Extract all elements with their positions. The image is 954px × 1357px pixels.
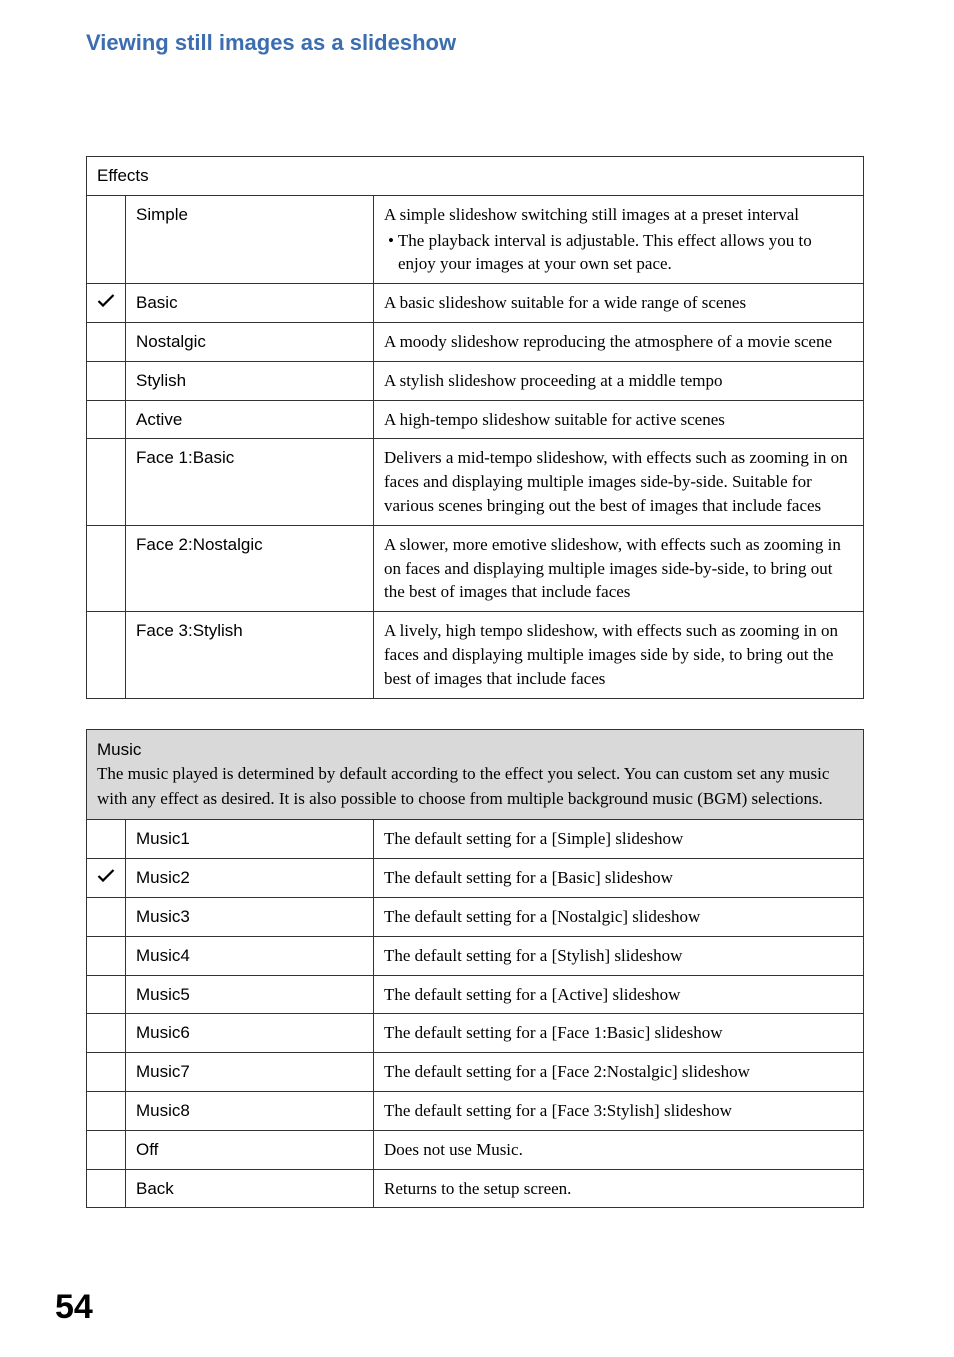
music-row: Music5The default setting for a [Active]… — [87, 975, 864, 1014]
effects-row: Active A high-tempo slideshow suitable fo… — [87, 400, 864, 439]
music-row: Music3The default setting for a [Nostalg… — [87, 898, 864, 937]
effects-row: Simple A simple slideshow switching still… — [87, 195, 864, 283]
effect-name: Simple — [126, 195, 374, 283]
effect-name: Face 2:Nostalgic — [126, 525, 374, 611]
effects-row: Face 3:StylishA lively, high tempo slide… — [87, 612, 864, 698]
effect-desc-text: A high-tempo slideshow suitable for acti… — [384, 410, 725, 429]
check-cell — [87, 936, 126, 975]
check-cell — [87, 820, 126, 859]
page-header: Viewing still images as a slideshow — [0, 0, 954, 56]
page-number: 54 — [55, 1288, 93, 1327]
music-desc: The default setting for a [Nostalgic] sl… — [374, 898, 864, 937]
effect-desc-text: A stylish slideshow proceeding at a midd… — [384, 371, 723, 390]
check-cell — [87, 322, 126, 361]
check-cell — [87, 361, 126, 400]
effect-desc: A lively, high tempo slideshow, with eff… — [374, 612, 864, 698]
music-desc: The default setting for a [Face 1:Basic]… — [374, 1014, 864, 1053]
music-header-cell: Music The music played is determined by … — [87, 729, 864, 820]
effects-row: Face 2:NostalgicA slower, more emotive s… — [87, 525, 864, 611]
check-cell — [87, 195, 126, 283]
music-row: Music6The default setting for a [Face 1:… — [87, 1014, 864, 1053]
effect-desc: A simple slideshow switching still image… — [374, 195, 864, 283]
check-cell — [87, 1130, 126, 1169]
effect-desc: Delivers a mid-tempo slideshow, with eff… — [374, 439, 864, 525]
effect-name: Nostalgic — [126, 322, 374, 361]
effects-row: Stylish A stylish slideshow proceeding at… — [87, 361, 864, 400]
music-desc: The default setting for a [Simple] slide… — [374, 820, 864, 859]
effect-desc-text: A lively, high tempo slideshow, with eff… — [384, 621, 838, 688]
check-cell — [87, 400, 126, 439]
effect-desc: A stylish slideshow proceeding at a midd… — [374, 361, 864, 400]
effects-header-cell: Effects — [87, 157, 864, 196]
effects-header-row: Effects — [87, 157, 864, 196]
effect-name: Face 3:Stylish — [126, 612, 374, 698]
check-cell — [87, 1014, 126, 1053]
music-name: Music6 — [126, 1014, 374, 1053]
effect-name: Face 1:Basic — [126, 439, 374, 525]
effect-desc: A slower, more emotive slideshow, with e… — [374, 525, 864, 611]
check-cell — [87, 612, 126, 698]
effects-row: Nostalgic A moody slideshow reproducing t… — [87, 322, 864, 361]
effect-desc: A basic slideshow suitable for a wide ra… — [374, 284, 864, 323]
music-name: Music7 — [126, 1053, 374, 1092]
music-name: Music4 — [126, 936, 374, 975]
effect-bullet: • The playback interval is adjustable. T… — [398, 229, 853, 277]
check-cell — [87, 284, 126, 323]
check-cell — [87, 1169, 126, 1208]
content-area: Effects Simple A simple slideshow switchi… — [0, 56, 954, 1208]
effect-desc: A moody slideshow reproducing the atmosp… — [374, 322, 864, 361]
check-cell — [87, 1053, 126, 1092]
check-cell — [87, 1092, 126, 1131]
music-name: Music2 — [126, 859, 374, 898]
effect-name: Basic — [126, 284, 374, 323]
music-desc: The default setting for a [Face 2:Nostal… — [374, 1053, 864, 1092]
check-cell — [87, 439, 126, 525]
music-header-desc: The music played is determined by defaul… — [97, 764, 829, 808]
music-name: Music1 — [126, 820, 374, 859]
music-name: Off — [126, 1130, 374, 1169]
effect-desc-text: Delivers a mid-tempo slideshow, with eff… — [384, 448, 848, 515]
music-header-row: Music The music played is determined by … — [87, 729, 864, 820]
music-name: Back — [126, 1169, 374, 1208]
music-name: Music3 — [126, 898, 374, 937]
effects-row: Basic A basic slideshow suitable for a wi… — [87, 284, 864, 323]
effect-name: Stylish — [126, 361, 374, 400]
effects-table: Effects Simple A simple slideshow switchi… — [86, 156, 864, 699]
check-cell — [87, 898, 126, 937]
effect-desc: A high-tempo slideshow suitable for acti… — [374, 400, 864, 439]
check-cell — [87, 975, 126, 1014]
check-cell — [87, 525, 126, 611]
music-desc: Returns to the setup screen. — [374, 1169, 864, 1208]
music-name: Music5 — [126, 975, 374, 1014]
music-header-label: Music — [97, 740, 141, 759]
music-table: Music The music played is determined by … — [86, 729, 864, 1209]
effect-desc-text: A moody slideshow reproducing the atmosp… — [384, 332, 832, 351]
music-desc: The default setting for a [Face 3:Stylis… — [374, 1092, 864, 1131]
check-icon — [97, 868, 115, 887]
music-desc: The default setting for a [Stylish] slid… — [374, 936, 864, 975]
music-row: BackReturns to the setup screen. — [87, 1169, 864, 1208]
effect-desc-text: A basic slideshow suitable for a wide ra… — [384, 293, 746, 312]
music-desc: The default setting for a [Basic] slides… — [374, 859, 864, 898]
music-row: Music2The default setting for a [Basic] … — [87, 859, 864, 898]
check-cell — [87, 859, 126, 898]
effect-desc-text: A simple slideshow switching still image… — [384, 205, 799, 224]
music-row: Music1The default setting for a [Simple]… — [87, 820, 864, 859]
check-icon — [97, 293, 115, 312]
music-row: Music7The default setting for a [Face 2:… — [87, 1053, 864, 1092]
section-title: Viewing still images as a slideshow — [86, 30, 954, 56]
music-row: Music8The default setting for a [Face 3:… — [87, 1092, 864, 1131]
music-desc: The default setting for a [Active] slide… — [374, 975, 864, 1014]
music-desc: Does not use Music. — [374, 1130, 864, 1169]
effects-header-label: Effects — [97, 166, 149, 185]
effect-name: Active — [126, 400, 374, 439]
music-name: Music8 — [126, 1092, 374, 1131]
effects-row: Face 1:BasicDelivers a mid-tempo slidesh… — [87, 439, 864, 525]
music-row: Music4The default setting for a [Stylish… — [87, 936, 864, 975]
effect-desc-text: A slower, more emotive slideshow, with e… — [384, 535, 841, 602]
music-row: OffDoes not use Music. — [87, 1130, 864, 1169]
